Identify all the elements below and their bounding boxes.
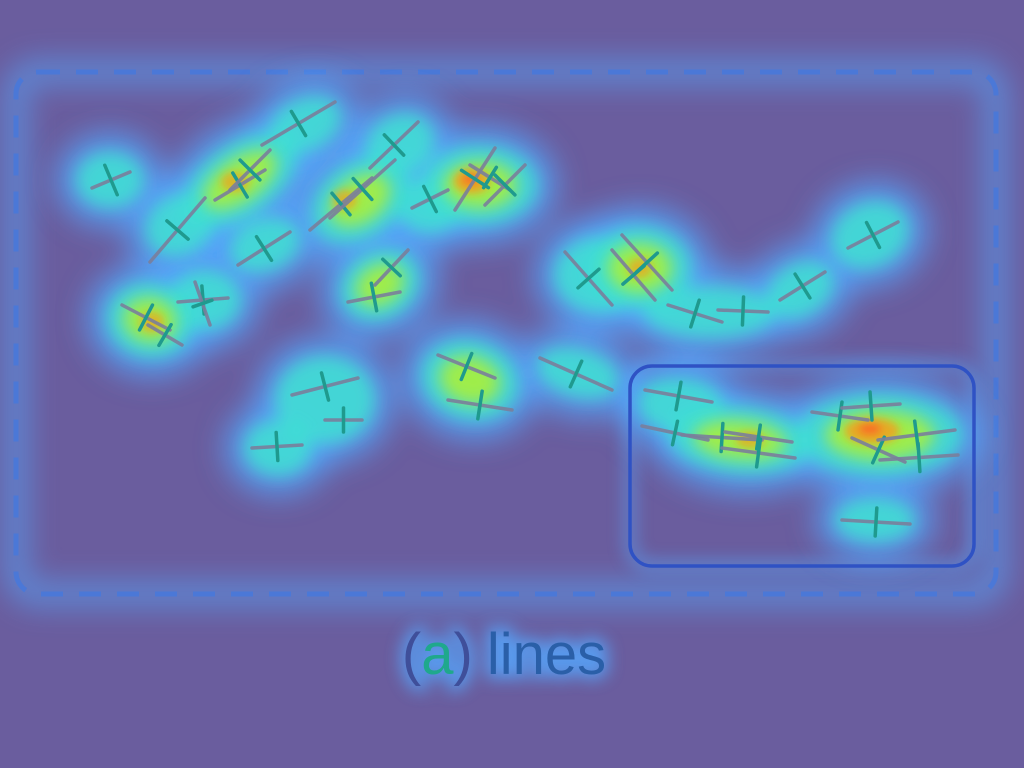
cross-tick	[576, 267, 601, 290]
caption-word: lines	[487, 622, 606, 687]
heat-blob-mid	[275, 356, 375, 444]
cross-tick	[493, 173, 517, 197]
line-mark	[778, 270, 827, 302]
line-mark	[368, 120, 420, 170]
svg-text:(a)lines: (a) lines	[402, 622, 606, 687]
cross-tick	[157, 322, 173, 348]
line-mark	[716, 295, 770, 327]
caption-paren-close: )	[453, 622, 472, 687]
line-mark	[723, 423, 794, 451]
heat-hotspot-core	[858, 423, 882, 435]
line-mark	[620, 233, 674, 292]
heat-blob-inner	[356, 263, 404, 307]
cross-tick	[868, 390, 874, 422]
cross-tick	[254, 234, 274, 263]
cross-tick	[481, 165, 499, 190]
line-mark	[323, 406, 364, 434]
cross-tick	[319, 371, 331, 402]
cross-tick	[459, 351, 474, 382]
line-mark	[436, 351, 497, 382]
line-marks	[90, 100, 960, 538]
line-mark	[410, 184, 450, 214]
line-mark	[538, 356, 614, 392]
caption-letter: a	[421, 622, 454, 687]
cross-tick	[634, 251, 660, 274]
cross-tick	[382, 133, 406, 157]
line-mark	[260, 100, 337, 147]
cross-tick	[754, 437, 763, 469]
cross-tick	[103, 163, 119, 197]
cross-tick	[870, 435, 887, 465]
line-mark	[846, 220, 900, 250]
line-mark	[146, 322, 184, 348]
cross-tick	[351, 176, 374, 202]
heat-blob-mid	[365, 113, 435, 177]
outer-frame	[3, 59, 1009, 607]
highlight-box	[623, 359, 981, 573]
line-mark	[840, 390, 902, 422]
line-mark	[666, 298, 724, 329]
line-mark	[563, 250, 614, 307]
heat-blob-inner	[329, 173, 391, 227]
cross-tick	[289, 109, 308, 138]
line-mark	[346, 281, 402, 313]
cross-tick	[191, 298, 214, 309]
cross-tick	[793, 272, 812, 300]
cross-tick	[670, 419, 680, 447]
line-mark	[120, 303, 172, 332]
caption: (a) lines (a) lines	[397, 617, 611, 692]
cross-tick	[568, 359, 584, 389]
line-mark	[878, 441, 960, 474]
cross-tick	[137, 303, 155, 332]
cross-tick	[754, 423, 763, 451]
cross-tick	[231, 171, 249, 199]
line-mark	[236, 230, 292, 267]
cross-tick	[274, 430, 280, 463]
line-mark	[228, 148, 272, 192]
cross-tick	[689, 298, 701, 329]
caption-paren-open: (	[402, 622, 421, 687]
line-mark	[483, 163, 527, 207]
line-mark	[250, 430, 304, 463]
line-mark	[643, 380, 714, 412]
cross-tick	[238, 158, 262, 182]
heat-blob-inner	[439, 356, 501, 404]
line-mark	[191, 280, 214, 327]
cross-tick	[873, 506, 879, 538]
cross-tick	[369, 281, 379, 313]
line-mark	[90, 163, 132, 197]
cross-tick	[916, 441, 922, 474]
line-mark	[840, 506, 912, 538]
cross-tick	[740, 295, 746, 327]
line-mark	[720, 437, 797, 469]
line-mark	[148, 196, 207, 264]
cross-tick	[864, 220, 882, 250]
cross-tick	[674, 380, 683, 412]
cross-tick	[476, 389, 484, 421]
line-mark	[373, 248, 410, 287]
line-mark	[290, 371, 360, 402]
cross-tick	[330, 191, 352, 217]
cross-tick	[421, 184, 439, 214]
cross-tick	[165, 219, 190, 241]
line-mark	[328, 158, 397, 220]
cross-tick	[381, 257, 402, 278]
line-mark	[446, 389, 514, 421]
